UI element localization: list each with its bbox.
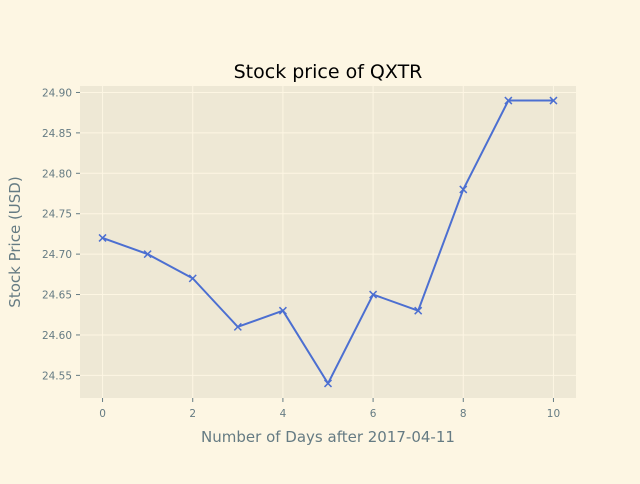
- y-tick-label: 24.75: [42, 209, 72, 221]
- data-point: [459, 185, 468, 194]
- y-tick-label: 24.80: [42, 168, 72, 180]
- data-point: [504, 96, 513, 105]
- data-point: [143, 250, 152, 259]
- data-point: [369, 290, 378, 299]
- data-point: [549, 96, 558, 105]
- chart-title: Stock price of QXTR: [234, 61, 423, 83]
- x-axis-ticks: 0 2 4 6 8 10: [99, 398, 560, 420]
- y-axis-label: Stock Price (USD): [6, 176, 24, 307]
- plot-area: [80, 86, 576, 398]
- x-tick-label: 8: [460, 408, 467, 420]
- data-point: [414, 306, 423, 315]
- x-tick-label: 2: [189, 408, 196, 420]
- series: [98, 96, 558, 388]
- y-tick-label: 24.65: [42, 290, 72, 302]
- x-axis-label: Number of Days after 2017-04-11: [201, 428, 455, 446]
- x-tick-label: 4: [280, 408, 287, 420]
- data-point: [188, 274, 197, 283]
- y-tick-label: 24.90: [42, 87, 72, 99]
- y-tick-label: 24.70: [42, 249, 72, 261]
- data-point: [278, 306, 287, 315]
- data-point: [233, 322, 242, 331]
- grid: [80, 86, 576, 398]
- data-point: [98, 233, 107, 242]
- y-axis-ticks: 24.55 24.60 24.65 24.70 24.75 24.80 24.85 24.90: [42, 87, 80, 382]
- x-tick-label: 10: [547, 408, 560, 420]
- x-tick-label: 0: [99, 408, 106, 420]
- y-tick-label: 24.85: [42, 128, 72, 140]
- y-tick-label: 24.60: [42, 330, 72, 342]
- x-tick-label: 6: [370, 408, 377, 420]
- y-tick-label: 24.55: [42, 370, 72, 382]
- data-point: [323, 379, 333, 388]
